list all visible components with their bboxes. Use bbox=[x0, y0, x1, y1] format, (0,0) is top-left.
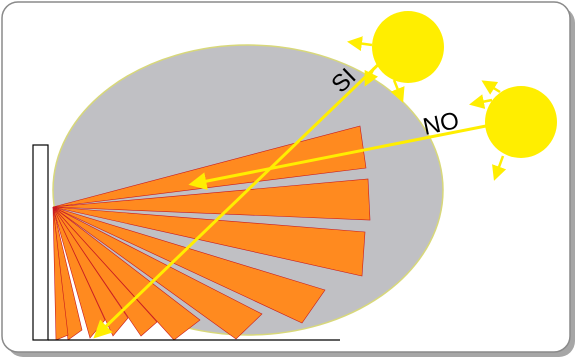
fan-sector bbox=[52, 206, 366, 277]
fan-sector bbox=[52, 125, 367, 208]
ray-no bbox=[188, 124, 487, 191]
fan-sector bbox=[52, 206, 69, 341]
ray-si bbox=[93, 58, 385, 339]
fan-sector bbox=[52, 178, 371, 221]
fan-sector bbox=[52, 206, 263, 340]
sun-icon bbox=[347, 11, 444, 103]
sun-icon bbox=[469, 80, 557, 181]
reflection-fan bbox=[52, 125, 371, 341]
wall bbox=[32, 144, 49, 341]
